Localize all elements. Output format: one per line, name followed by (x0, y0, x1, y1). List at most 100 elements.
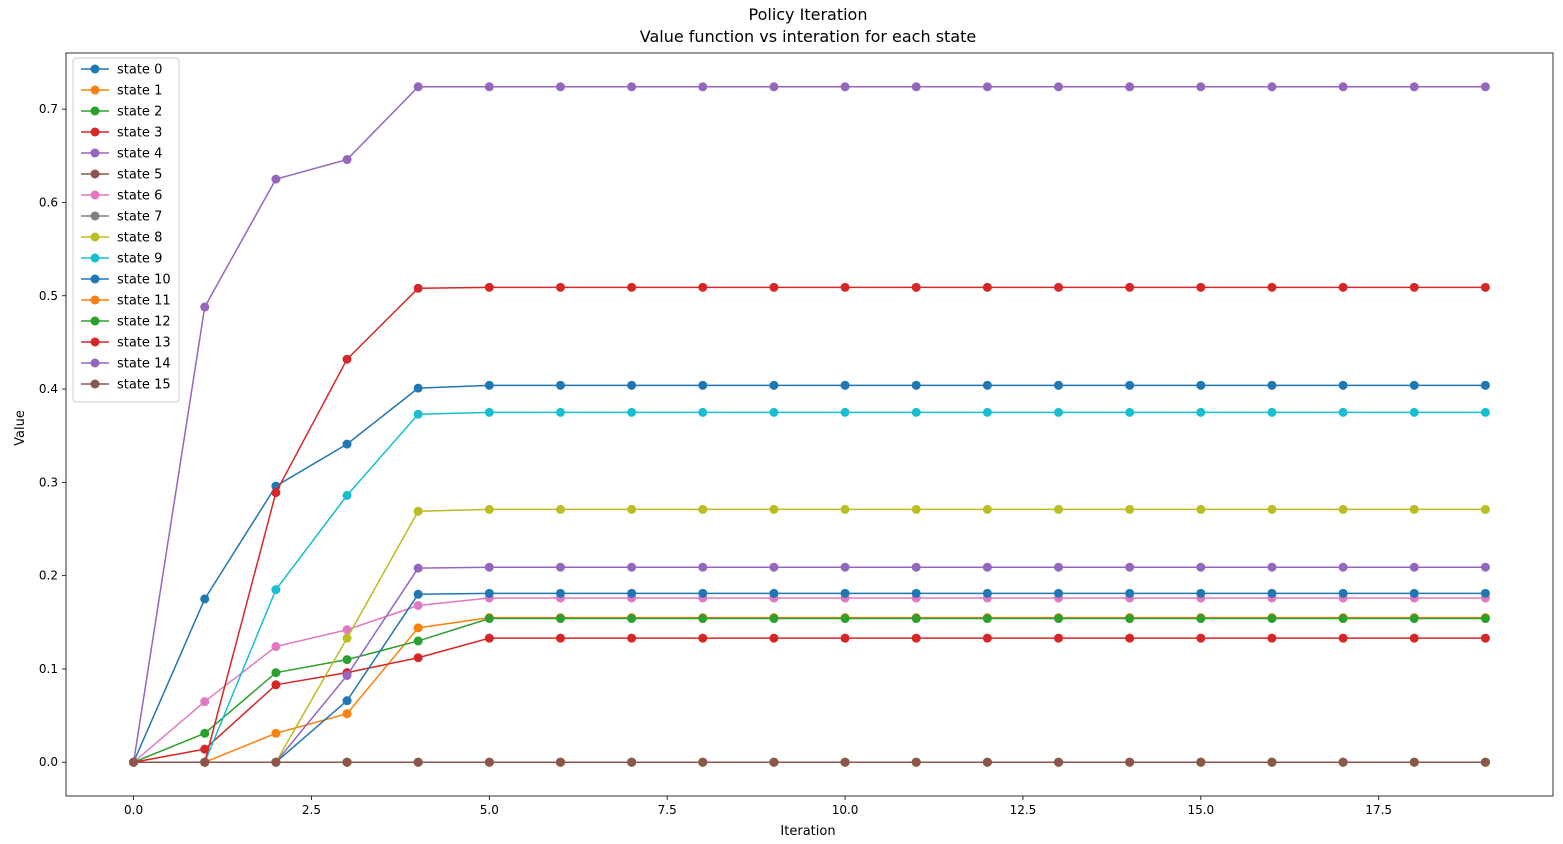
data-point (769, 407, 779, 417)
data-point (1054, 282, 1064, 292)
legend-swatch-marker (90, 232, 100, 242)
legend-swatch-marker (90, 85, 100, 95)
data-point (1480, 757, 1490, 767)
data-point (627, 562, 637, 572)
series-line (133, 597, 1486, 763)
plot-frame (65, 52, 1554, 797)
y-tick-label: 0.5 (39, 289, 58, 303)
data-point (840, 757, 850, 767)
legend-label: state 11 (117, 294, 171, 309)
data-point (1054, 562, 1064, 572)
data-point (555, 82, 565, 92)
data-point (1196, 614, 1206, 624)
data-point (1480, 407, 1490, 417)
data-point (982, 380, 992, 390)
legend-label: state 3 (117, 126, 162, 141)
data-point (271, 728, 281, 738)
series-3 (129, 633, 1490, 767)
data-point (698, 82, 708, 92)
legend-label: state 12 (117, 315, 171, 330)
legend-swatch-marker (90, 274, 100, 284)
data-point (1196, 757, 1206, 767)
legend-item: state 4 (81, 147, 162, 162)
data-point (982, 588, 992, 598)
series-line (132, 86, 1486, 763)
series-2 (129, 614, 1490, 767)
data-point (200, 697, 210, 707)
data-point (982, 504, 992, 514)
data-point (1338, 282, 1348, 292)
data-point (1338, 504, 1348, 514)
data-point (911, 614, 921, 624)
data-point (627, 614, 637, 624)
legend-item: state 1 (81, 84, 162, 99)
data-point (555, 282, 565, 292)
series-15 (129, 757, 1490, 767)
data-point (413, 383, 423, 393)
y-tick-label: 0.6 (39, 195, 58, 209)
data-point (271, 757, 281, 767)
data-point (413, 757, 423, 767)
data-point (1267, 757, 1277, 767)
data-point (698, 282, 708, 292)
data-point (1125, 633, 1135, 643)
data-point (769, 504, 779, 514)
legend-label: state 7 (117, 210, 162, 225)
data-point (1196, 633, 1206, 643)
data-point (1054, 504, 1064, 514)
data-point (911, 504, 921, 514)
plot-area: 0.0 2.5 5.0 7.5 10.0 12.5 15.0 17.5 0.0 0.1 0.2 0.3… (39, 52, 1554, 817)
data-point (342, 625, 352, 635)
data-point (627, 282, 637, 292)
data-point (769, 380, 779, 390)
data-point (769, 588, 779, 598)
data-point (1125, 562, 1135, 572)
data-point (982, 407, 992, 417)
data-point (413, 409, 423, 419)
data-point (413, 623, 423, 633)
data-point (129, 757, 139, 767)
data-point (200, 594, 210, 604)
data-point (1480, 562, 1490, 572)
data-point (627, 82, 637, 92)
legend-item: state 10 (81, 273, 171, 288)
data-point (1267, 588, 1277, 598)
data-point (627, 380, 637, 390)
data-point (413, 82, 423, 92)
data-point (1480, 588, 1490, 598)
series-line (133, 411, 1486, 763)
data-point (698, 562, 708, 572)
data-point (1480, 614, 1490, 624)
series-line (132, 384, 1486, 763)
data-point (342, 670, 352, 680)
data-point (840, 380, 850, 390)
data-point (342, 354, 352, 364)
chart-subtitle: Value function vs interation for each st… (640, 27, 976, 46)
data-point (1409, 407, 1419, 417)
data-point (342, 696, 352, 706)
data-point (1125, 282, 1135, 292)
data-point (1125, 380, 1135, 390)
data-point (1267, 504, 1277, 514)
chart-title: Policy Iteration (749, 5, 868, 24)
y-tick-label: 0.1 (39, 662, 58, 676)
data-point (1125, 504, 1135, 514)
data-point (840, 633, 850, 643)
data-point (769, 614, 779, 624)
series-line (133, 617, 1486, 763)
series-1 (129, 613, 1490, 767)
legend-swatch-marker (90, 148, 100, 158)
legend-swatch-marker (90, 127, 100, 137)
legend-item: state 9 (81, 252, 162, 267)
legend-label: state 5 (117, 168, 162, 183)
data-point (1409, 380, 1419, 390)
y-tick-label: 0.7 (39, 102, 58, 116)
data-point (342, 757, 352, 767)
legend-item: state 3 (81, 126, 162, 141)
data-point (484, 407, 494, 417)
data-point (1125, 407, 1135, 417)
data-point (484, 504, 494, 514)
data-point (1196, 380, 1206, 390)
legend-label: state 0 (117, 63, 162, 78)
data-point (1267, 282, 1277, 292)
